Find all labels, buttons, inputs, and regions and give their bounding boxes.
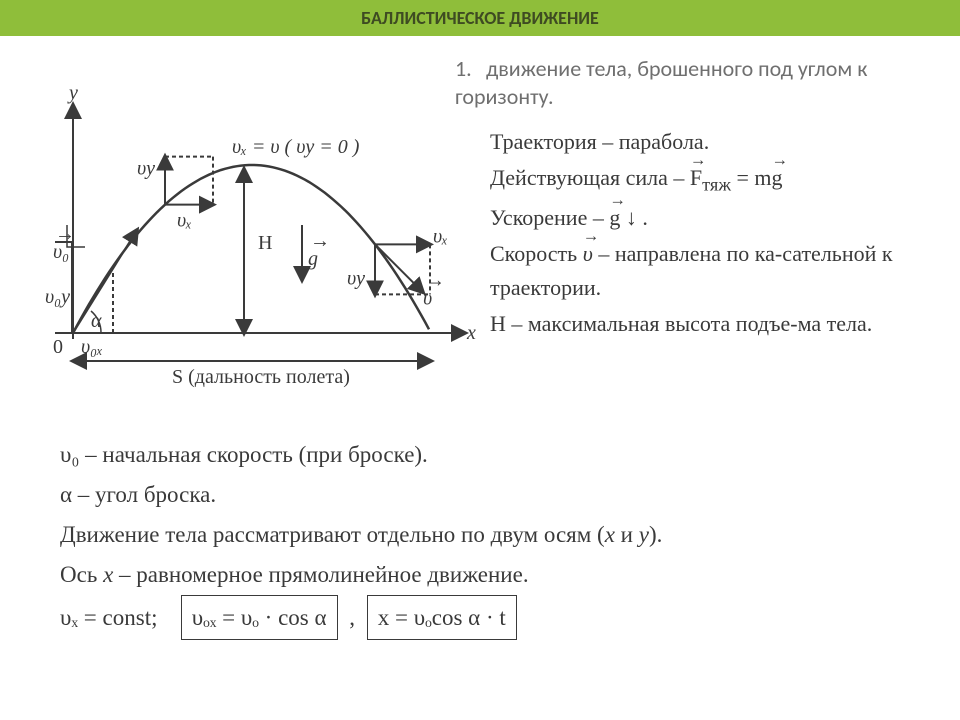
line-force: Действующая сила – Fтяж = mg xyxy=(490,161,945,199)
vec-F: F xyxy=(690,161,702,195)
svg-text:υₓ: υₓ xyxy=(433,225,448,247)
line-acceleration: Ускорение – g ↓ . xyxy=(490,201,945,235)
formula-text-bottom: υ₀ – начальная скорость (при броске). α … xyxy=(60,435,930,641)
svg-text:υₓ = υ ( υy = 0 ): υₓ = υ ( υy = 0 ) xyxy=(232,136,360,158)
boxed-eq-1: υₒₓ = υₒ · cos α xyxy=(181,595,338,640)
line-axis-x: Ось x – равномерное прямолинейное движен… xyxy=(60,555,930,594)
svg-text:υy: υy xyxy=(137,158,155,180)
svg-text:υₓ: υₓ xyxy=(177,210,192,232)
svg-text:x: x xyxy=(466,322,476,344)
vec-g2: g xyxy=(609,201,620,235)
line-velocity: Скорость υ – направлена по ка-сательной … xyxy=(490,237,945,305)
svg-text:y: y xyxy=(67,82,78,104)
svg-text:υ₀: υ₀ xyxy=(53,241,69,263)
svg-text:υ: υ xyxy=(423,287,432,309)
line-trajectory: Траектория – парабола. xyxy=(490,125,945,159)
item-text: движение тела, брошенного под углом к го… xyxy=(455,55,867,110)
line-v0: υ₀ – начальная скорость (при броске). xyxy=(60,435,930,474)
svg-text:υ₀y: υ₀y xyxy=(45,286,70,308)
svg-text:g: g xyxy=(308,248,318,270)
formula-text-right: Траектория – парабола. Действующая сила … xyxy=(490,125,945,343)
slide: БАЛЛИСТИЧЕСКОЕ ДВИЖЕНИЕ 1. движение тела… xyxy=(0,0,960,720)
vec-g1: g xyxy=(772,161,783,195)
svg-text:H: H xyxy=(258,232,272,254)
svg-text:υy: υy xyxy=(347,267,365,289)
line-equations: υₓ = const; υₒₓ = υₒ · cos α , x = υₒcos… xyxy=(60,595,930,640)
svg-text:υ₀ₓ: υ₀ₓ xyxy=(81,336,103,358)
numbered-item: 1. движение тела, брошенного под углом к… xyxy=(455,55,935,110)
svg-text:α: α xyxy=(91,310,102,332)
slide-header: БАЛЛИСТИЧЕСКОЕ ДВИЖЕНИЕ xyxy=(0,0,960,36)
trajectory-diagram: xy0→υ₀υ₀ₓυ₀yαυyυₓυₓ = υ ( υy = 0 )H→gυₓυ… xyxy=(15,75,480,395)
svg-text:0: 0 xyxy=(53,336,63,358)
line-axes: Движение тела рассматривают отдельно по … xyxy=(60,515,930,554)
line-H: H – максимальная высота подъе-ма тела. xyxy=(490,307,945,341)
boxed-eq-2: x = υₒcos α · t xyxy=(367,595,517,640)
svg-text:S (дальность полета): S (дальность полета) xyxy=(172,366,350,388)
line-alpha: α – угол броска. xyxy=(60,475,930,514)
vec-v: υ xyxy=(583,237,593,271)
